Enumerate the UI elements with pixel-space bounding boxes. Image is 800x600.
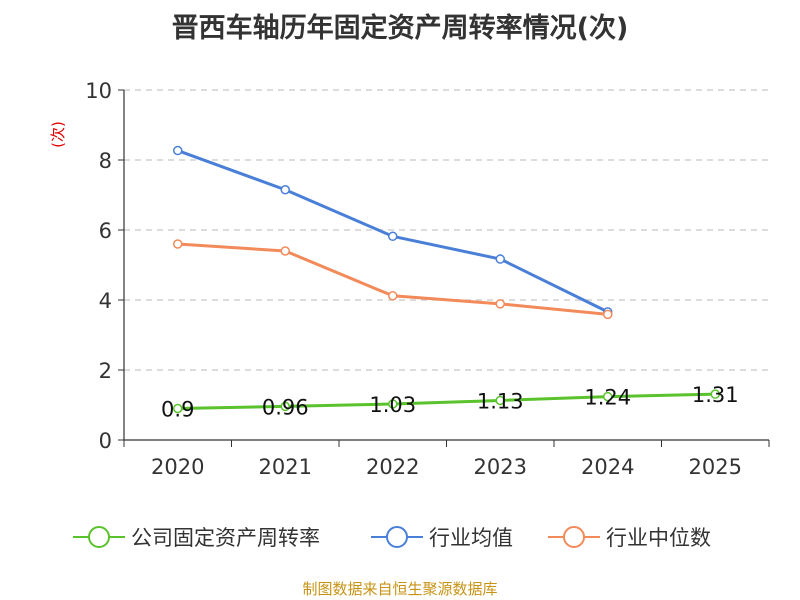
y-tick-label-0: 0 (99, 429, 112, 453)
series-2-point-2024 (603, 309, 613, 320)
legend-marker-median-icon (548, 526, 600, 548)
chart-title: 晋西车轴历年固定资产周转率情况(次) (171, 13, 629, 44)
data-label-2024: 1.24 (584, 386, 631, 410)
series-2-point-2023 (495, 299, 505, 309)
x-tick-label-2022: 2022 (366, 455, 419, 479)
legend-label-industry-median: 行业中位数 (606, 526, 711, 550)
x-tick-label-2023: 2023 (474, 455, 527, 479)
series-2-point-2022 (388, 291, 398, 301)
series-0-point-2025 (710, 389, 720, 399)
y-tick-label-4: 4 (99, 289, 112, 313)
legend-label-industry-mean: 行业均值 (429, 526, 513, 550)
y-tick-label-8: 8 (99, 149, 112, 173)
data-source-note: 制图数据来自恒生聚源数据库 (302, 580, 498, 598)
legend-item-industry-mean[interactable]: 行业均值 (371, 520, 513, 554)
y-tick-label-6: 6 (99, 219, 112, 243)
legend-item-industry-median[interactable]: 行业中位数 (548, 520, 711, 554)
data-label-2022: 1.03 (369, 393, 416, 417)
series-1-point-2023 (495, 254, 505, 264)
x-tick-label-2025: 2025 (689, 455, 742, 479)
legend: 公司固定资产周转率 行业均值 行业中位数 (0, 520, 800, 554)
legend-item-company[interactable]: 公司固定资产周转率 (73, 520, 320, 554)
data-label-2021: 0.96 (262, 395, 309, 419)
data-label-2025: 1.31 (692, 383, 739, 407)
series-1-point-2020 (173, 145, 183, 156)
series-0-point-2021 (280, 401, 290, 412)
x-tick-label-2021: 2021 (259, 455, 312, 479)
series-1-point-2022 (388, 231, 398, 242)
y-tick-label-2: 2 (99, 359, 112, 383)
series-0-point-2023 (495, 395, 505, 406)
series-2-point-2021 (280, 246, 290, 256)
series-0-point-2024 (603, 391, 613, 402)
series-line-0 (177, 392, 716, 410)
series-0-point-2020 (173, 403, 183, 414)
series-0-point-2022 (388, 399, 398, 409)
series-line-1 (177, 149, 609, 314)
data-label-2020: 0.9 (161, 398, 194, 422)
legend-marker-mean-icon (371, 526, 423, 548)
y-tick-label-10: 10 (85, 79, 112, 103)
x-tick-label-2020: 2020 (151, 455, 204, 479)
series-1-point-2021 (280, 185, 290, 195)
x-tick-label-2024: 2024 (581, 455, 634, 479)
data-label-2023: 1.13 (477, 389, 524, 413)
legend-label-company: 公司固定资产周转率 (131, 526, 320, 550)
series-2-point-2020 (173, 239, 183, 249)
legend-marker-company-icon (73, 526, 125, 548)
